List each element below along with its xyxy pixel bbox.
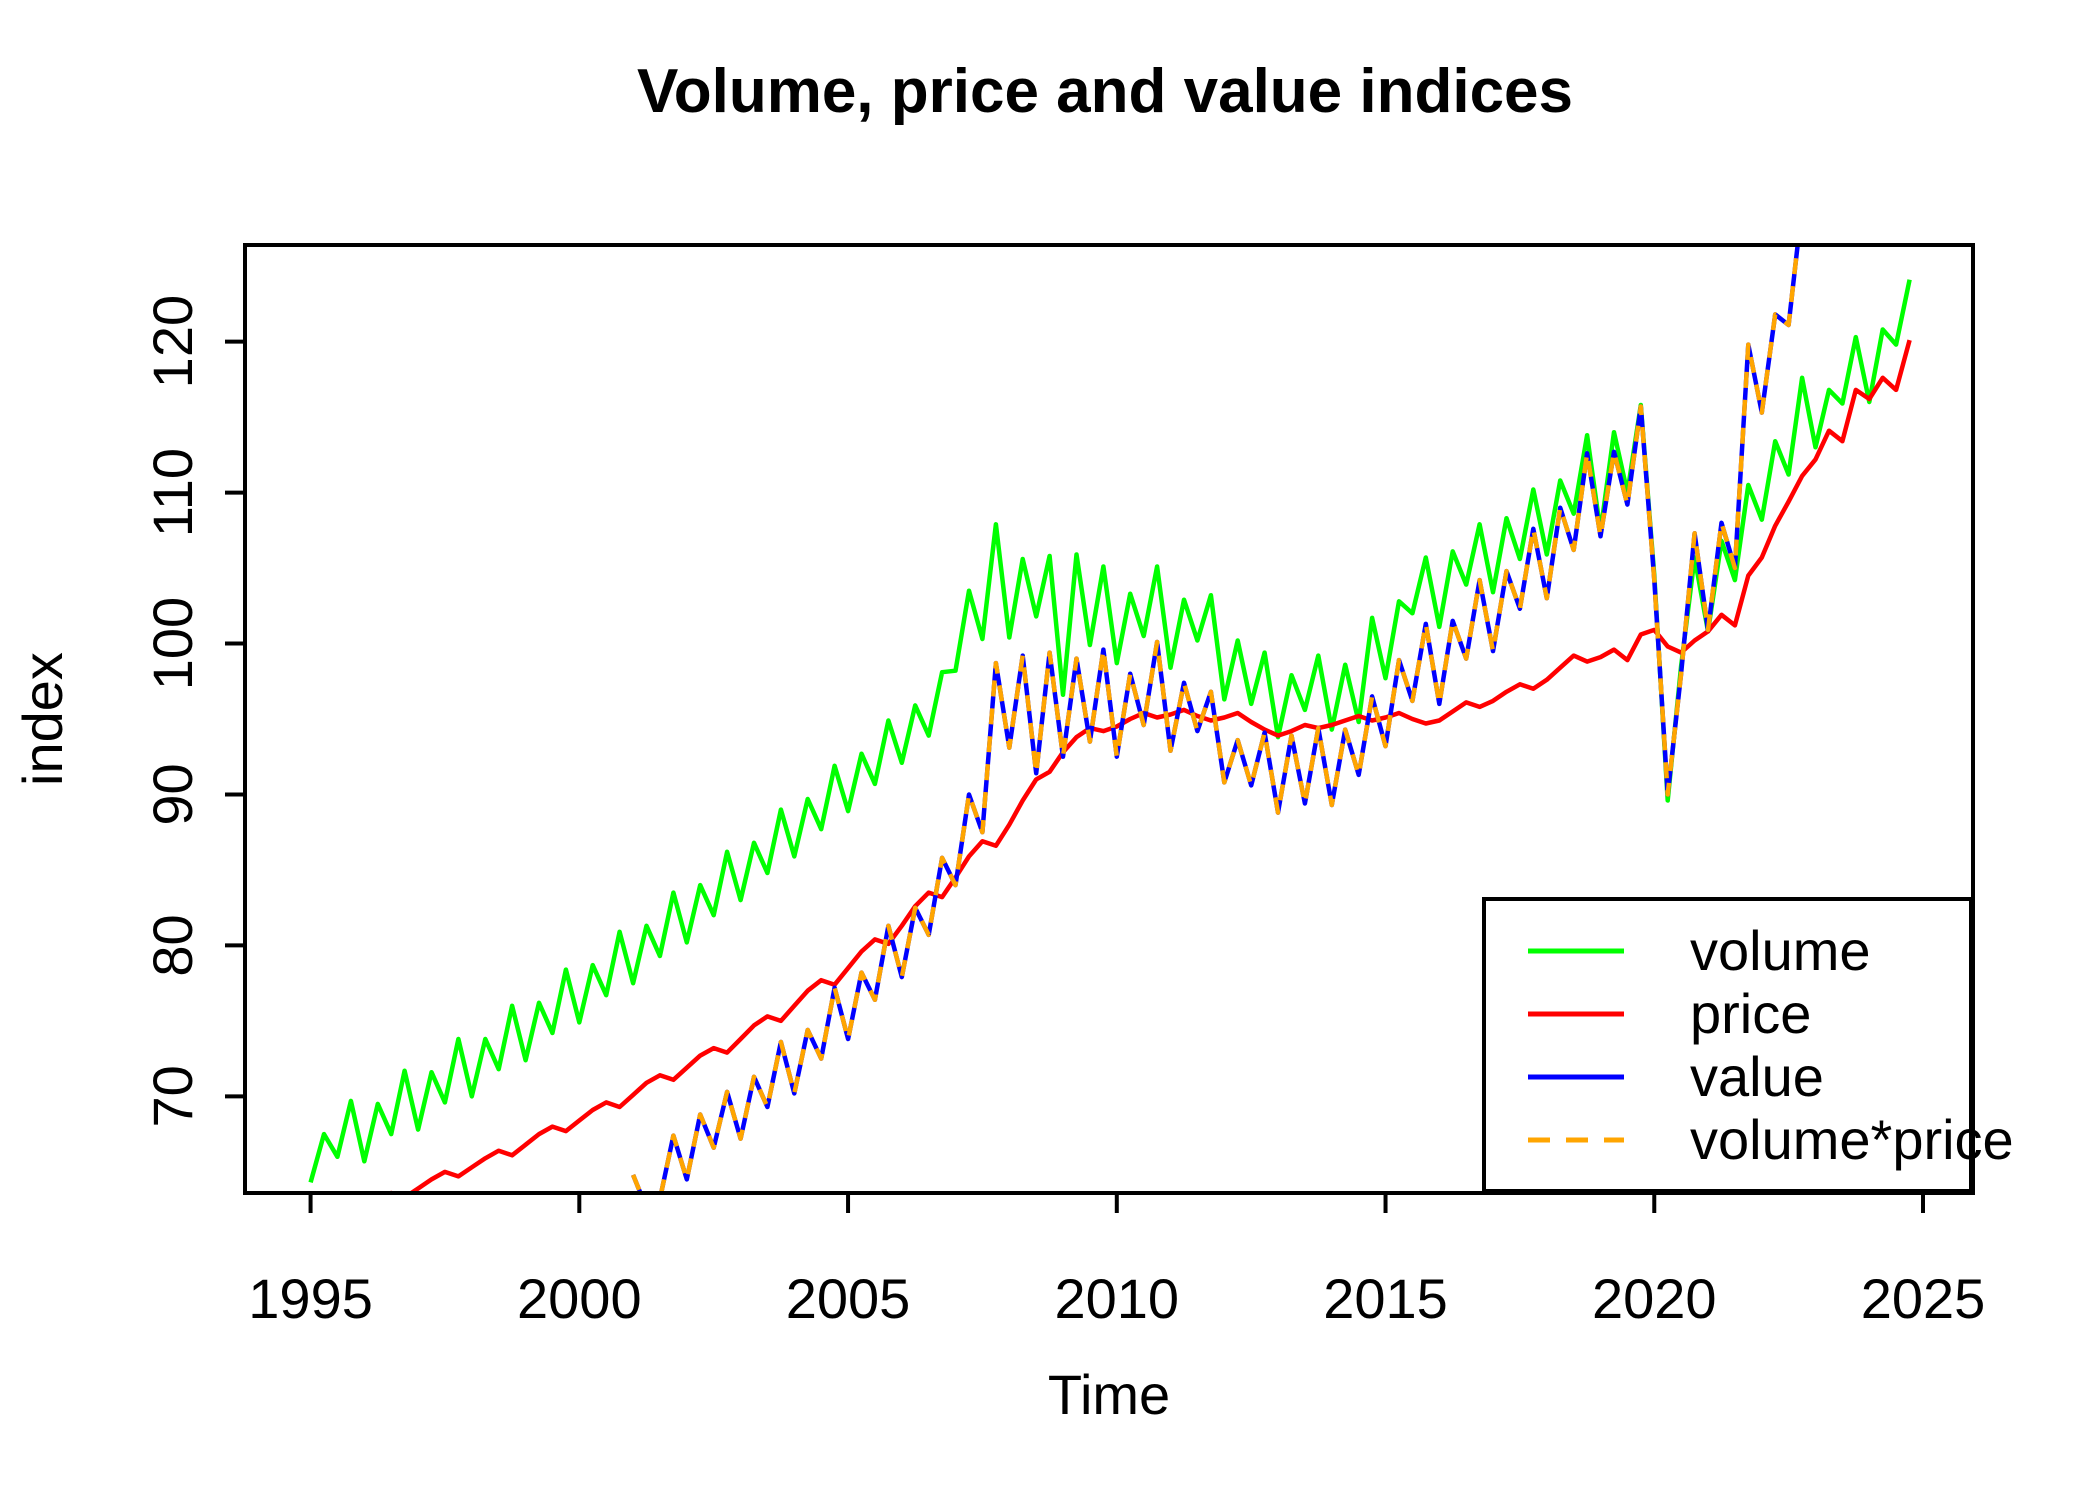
plot-series-area xyxy=(308,245,1912,1193)
x-tick-label: 2015 xyxy=(1323,1267,1448,1330)
chart-legend: volume price value volume*price xyxy=(1482,897,2014,1193)
legend-label: price xyxy=(1690,982,1812,1045)
legend-row: volume xyxy=(1526,919,1969,982)
x-tick-label: 2025 xyxy=(1861,1267,1986,1330)
legend-line-sample xyxy=(1528,1011,1624,1016)
y-tick-label: 90 xyxy=(141,763,204,825)
y-axis: 70 80 90 100 110 120 xyxy=(141,295,245,1128)
legend-line-sample xyxy=(1528,948,1624,953)
x-tick-label: 2020 xyxy=(1592,1267,1717,1330)
legend-label: value xyxy=(1690,1045,1824,1108)
y-axis-title: index xyxy=(11,652,74,786)
x-axis-title: Time xyxy=(1048,1363,1170,1426)
x-tick-label: 1995 xyxy=(248,1267,373,1330)
y-tick-label: 80 xyxy=(141,914,204,976)
x-tick-label: 2010 xyxy=(1055,1267,1180,1330)
legend-line-sample xyxy=(1528,1074,1624,1079)
legend-label: volume xyxy=(1690,919,1871,982)
x-tick-label: 2005 xyxy=(786,1267,911,1330)
y-tick-label: 110 xyxy=(141,448,204,537)
x-axis: 1995 2000 2005 2010 2015 2020 2025 xyxy=(248,1193,1985,1330)
x-tick-label: 2000 xyxy=(517,1267,642,1330)
chart-title: Volume, price and value indices xyxy=(637,57,1573,126)
y-tick-label: 100 xyxy=(141,597,204,690)
legend-row: volume*price xyxy=(1526,1108,2014,1171)
plot-border xyxy=(243,243,1975,1195)
legend-line-sample xyxy=(1528,1137,1624,1142)
series-price-line xyxy=(386,339,1912,1193)
legend-label: volume*price xyxy=(1690,1108,2014,1171)
legend-row: value xyxy=(1526,1045,1969,1108)
y-tick-label: 120 xyxy=(141,295,204,388)
y-tick-label: 70 xyxy=(141,1065,204,1127)
series-volume-price-line xyxy=(631,245,1800,1193)
legend-row: price xyxy=(1526,982,1969,1045)
